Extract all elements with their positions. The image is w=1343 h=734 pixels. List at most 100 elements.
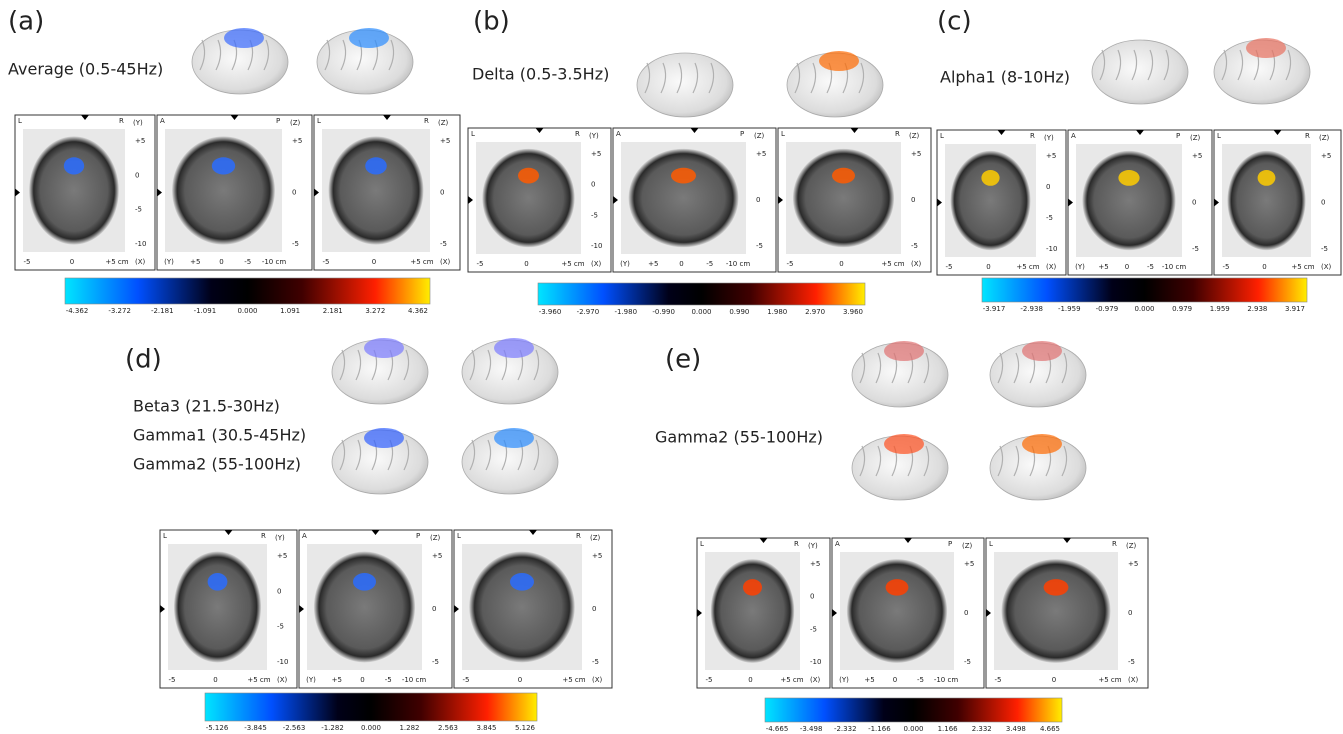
colorbar-tick-label: 1.980 — [767, 308, 787, 316]
y-tick-label: 0 — [292, 189, 296, 197]
colorbar-tick-label: 5.126 — [515, 724, 536, 732]
colorbar — [982, 278, 1307, 302]
activation — [510, 573, 534, 591]
axis-label: (Z) — [1126, 542, 1137, 550]
activation — [819, 51, 859, 71]
colorbar-tick-label: -1.166 — [868, 725, 891, 733]
corner-label: P — [276, 117, 280, 125]
x-tick-label: 0 — [748, 676, 752, 684]
x-tick-label: +5 cm — [1291, 263, 1314, 271]
x-tick-label: +5 cm — [561, 260, 584, 268]
axis-label: (X) — [440, 258, 451, 266]
activation — [1022, 434, 1062, 454]
y-tick-label: +5 — [440, 137, 450, 145]
x-tick-label: +5 — [864, 676, 874, 684]
axis-label: (X) — [810, 676, 821, 684]
corner-label: R — [575, 130, 580, 138]
colorbar-tick-label: 1.091 — [280, 307, 300, 315]
corner-label: A — [835, 540, 840, 548]
axis-label: (Z) — [438, 119, 449, 127]
brain-render — [990, 341, 1086, 407]
colorbar-tick-label: -2.563 — [283, 724, 306, 732]
colorbar-tick-label: 2.181 — [323, 307, 343, 315]
y-tick-label: +5 — [911, 150, 921, 158]
brain-render — [462, 338, 558, 404]
axis-label: (Z) — [1190, 134, 1201, 142]
x-tick-label: 0 — [518, 676, 522, 684]
figure-canvas: (a)Average (0.5-45Hz)LR(Y)+50-5-10-50+5 … — [0, 0, 1343, 734]
colorbar-tick-label: 3.498 — [1006, 725, 1026, 733]
corner-label: L — [163, 532, 167, 540]
panel-letter: (c) — [937, 7, 972, 37]
x-tick-label: 0 — [360, 676, 364, 684]
y-tick-label: -5 — [135, 206, 142, 214]
x-tick-label: +5 — [332, 676, 342, 684]
corner-label: R — [576, 532, 581, 540]
axis-label: (X) — [591, 260, 602, 268]
y-tick-label: +5 — [810, 560, 820, 568]
x-tick-label: 0 — [986, 263, 990, 271]
brain-render — [332, 428, 428, 494]
y-tick-label: -5 — [292, 240, 299, 248]
x-tick-label: -5 — [917, 676, 924, 684]
mri-slice — [469, 552, 575, 663]
x-tick-label: -5 — [946, 263, 953, 271]
colorbar — [538, 283, 865, 305]
axis-label: (X) — [277, 676, 288, 684]
colorbar-tick-label: 3.272 — [365, 307, 385, 315]
y-tick-label: +5 — [1128, 560, 1138, 568]
mri-slice — [1227, 151, 1305, 250]
x-tick-label: (Y) — [164, 258, 174, 266]
y-tick-label: +5 — [591, 150, 601, 158]
corner-label: L — [989, 540, 993, 548]
activation — [224, 28, 264, 48]
colorbar-tick-label: 4.665 — [1040, 725, 1060, 733]
axis-label: (Z) — [430, 534, 441, 542]
colorbar-tick-label: 3.960 — [843, 308, 863, 316]
axis-label: (X) — [1321, 263, 1332, 271]
activation — [64, 157, 84, 174]
activation — [743, 579, 762, 596]
corner-label: P — [740, 130, 744, 138]
y-tick-label: +5 — [277, 552, 287, 560]
activation — [494, 338, 534, 358]
brain-render — [1092, 40, 1188, 104]
band-label: Average (0.5-45Hz) — [8, 60, 163, 79]
colorbar-tick-label: 2.938 — [1247, 305, 1267, 313]
y-tick-label: 0 — [964, 609, 968, 617]
y-tick-label: +5 — [964, 560, 974, 568]
x-tick-label: -10 cm — [726, 260, 751, 268]
colorbar-tick-label: 3.845 — [476, 724, 496, 732]
y-tick-label: -10 — [1046, 245, 1057, 253]
y-tick-label: 0 — [1192, 199, 1196, 207]
y-tick-label: -5 — [1321, 245, 1328, 253]
y-tick-label: 0 — [592, 605, 596, 613]
corner-label: L — [781, 130, 785, 138]
y-tick-label: -5 — [964, 658, 971, 666]
slice-view: LR(Z)+50-5-50+5 cm(X) — [454, 530, 612, 688]
colorbar-tick-label: -3.960 — [539, 308, 562, 316]
activation — [353, 573, 376, 591]
y-tick-label: -10 — [135, 240, 146, 248]
colorbar-tick-label: 2.970 — [805, 308, 825, 316]
slice-view: LR(Z)+50-5-50+5 cm(X) — [1214, 130, 1341, 275]
y-tick-label: +5 — [432, 552, 442, 560]
brain-render — [852, 434, 948, 500]
colorbar-tick-label: -0.979 — [1096, 305, 1119, 313]
activation — [981, 170, 999, 186]
band-label: Delta (0.5-3.5Hz) — [472, 65, 609, 84]
corner-label: L — [471, 130, 475, 138]
x-tick-label: (Y) — [620, 260, 630, 268]
y-tick-label: 0 — [432, 605, 436, 613]
x-tick-label: -5 — [995, 676, 1002, 684]
y-tick-label: 0 — [440, 189, 444, 197]
corner-label: P — [948, 540, 952, 548]
panel-letter: (b) — [473, 7, 510, 37]
mri-slice — [950, 151, 1030, 250]
mri-slice — [29, 136, 119, 244]
colorbar-tick-label: 0.000 — [903, 725, 923, 733]
x-tick-label: -5 — [323, 258, 330, 266]
x-tick-label: -5 — [463, 676, 470, 684]
